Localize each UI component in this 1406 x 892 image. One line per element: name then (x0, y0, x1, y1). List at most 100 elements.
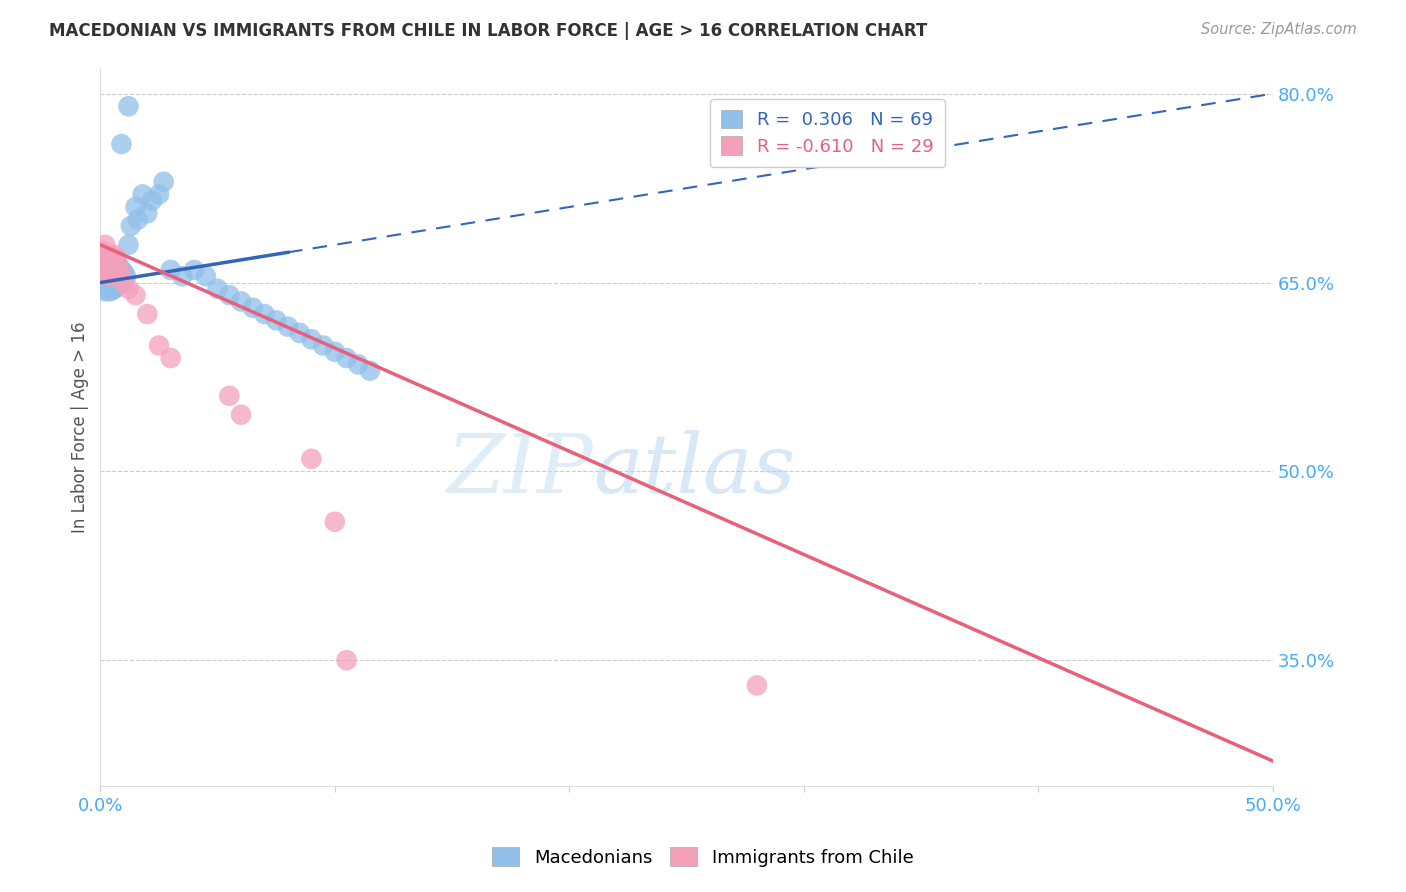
Point (96, 276, 118, 290)
Point (159, 263, 181, 277)
Point (94, 237, 117, 252)
Point (91, 244, 114, 258)
Point (323, 344, 346, 359)
Point (323, 515, 346, 529)
Point (347, 358, 370, 372)
Point (94, 265, 117, 279)
Point (105, 257, 128, 271)
Point (101, 259, 124, 273)
Point (94, 257, 117, 271)
Point (94, 273, 117, 287)
Point (229, 408, 252, 422)
Point (103, 248, 125, 262)
Point (110, 263, 132, 277)
Point (141, 194, 163, 208)
Point (96, 269, 118, 284)
Text: atlas: atlas (593, 430, 796, 510)
Point (105, 252, 128, 267)
Point (299, 332, 322, 346)
Point (335, 351, 357, 365)
Point (91, 263, 114, 277)
Point (112, 276, 135, 290)
Point (91, 269, 114, 284)
Point (120, 219, 142, 233)
Point (110, 273, 132, 287)
Point (117, 282, 139, 296)
Point (91, 263, 114, 277)
Point (112, 276, 135, 290)
Point (103, 252, 125, 267)
Point (148, 187, 170, 202)
Point (117, 99, 139, 113)
Point (101, 283, 124, 297)
Text: Source: ZipAtlas.com: Source: ZipAtlas.com (1201, 22, 1357, 37)
Legend: Macedonians, Immigrants from Chile: Macedonians, Immigrants from Chile (485, 840, 921, 874)
Point (127, 212, 149, 227)
Point (108, 263, 131, 277)
Point (218, 288, 240, 302)
Point (172, 269, 194, 284)
Point (359, 364, 381, 378)
Point (112, 265, 135, 279)
Point (98, 265, 121, 279)
Point (98, 276, 121, 290)
Point (96, 252, 118, 267)
Point (136, 206, 159, 220)
Point (98, 285, 121, 299)
Point (103, 282, 125, 296)
Point (745, 678, 768, 692)
Point (299, 451, 322, 466)
Point (277, 319, 299, 334)
Point (108, 278, 131, 293)
Point (108, 259, 131, 273)
Point (131, 187, 153, 202)
Point (124, 200, 146, 214)
Point (101, 268, 124, 282)
Point (96, 259, 118, 273)
Point (194, 269, 217, 284)
Text: ZIP: ZIP (446, 430, 593, 510)
Point (98, 265, 121, 279)
Point (91, 276, 114, 290)
Point (101, 251, 124, 265)
Point (159, 351, 181, 365)
Point (96, 260, 118, 275)
Point (98, 257, 121, 271)
Point (242, 301, 264, 315)
Point (207, 282, 229, 296)
Point (94, 265, 117, 279)
Point (98, 252, 121, 267)
Point (108, 269, 131, 284)
Point (124, 288, 146, 302)
Point (103, 263, 125, 277)
Point (105, 276, 128, 290)
Point (288, 326, 311, 340)
Point (96, 248, 118, 262)
Point (94, 285, 117, 299)
Point (96, 282, 118, 296)
Point (218, 389, 240, 403)
Legend: R =  0.306   N = 69, R = -0.610   N = 29: R = 0.306 N = 69, R = -0.610 N = 29 (710, 99, 945, 167)
Point (183, 263, 205, 277)
Point (96, 269, 118, 284)
Point (312, 338, 335, 352)
Point (103, 272, 125, 286)
Y-axis label: In Labor Force | Age > 16: In Labor Force | Age > 16 (72, 322, 89, 533)
Point (253, 307, 276, 321)
Point (98, 248, 121, 262)
Point (115, 269, 138, 284)
Point (94, 251, 117, 265)
Point (103, 263, 125, 277)
Text: MACEDONIAN VS IMMIGRANTS FROM CHILE IN LABOR FORCE | AGE > 16 CORRELATION CHART: MACEDONIAN VS IMMIGRANTS FROM CHILE IN L… (49, 22, 928, 40)
Point (101, 257, 124, 271)
Point (110, 269, 132, 284)
Point (110, 137, 132, 152)
Point (94, 251, 117, 265)
Point (91, 282, 114, 296)
Point (105, 265, 128, 279)
Point (136, 307, 159, 321)
Point (101, 276, 124, 290)
Point (152, 175, 174, 189)
Point (101, 269, 124, 284)
Point (335, 653, 357, 667)
